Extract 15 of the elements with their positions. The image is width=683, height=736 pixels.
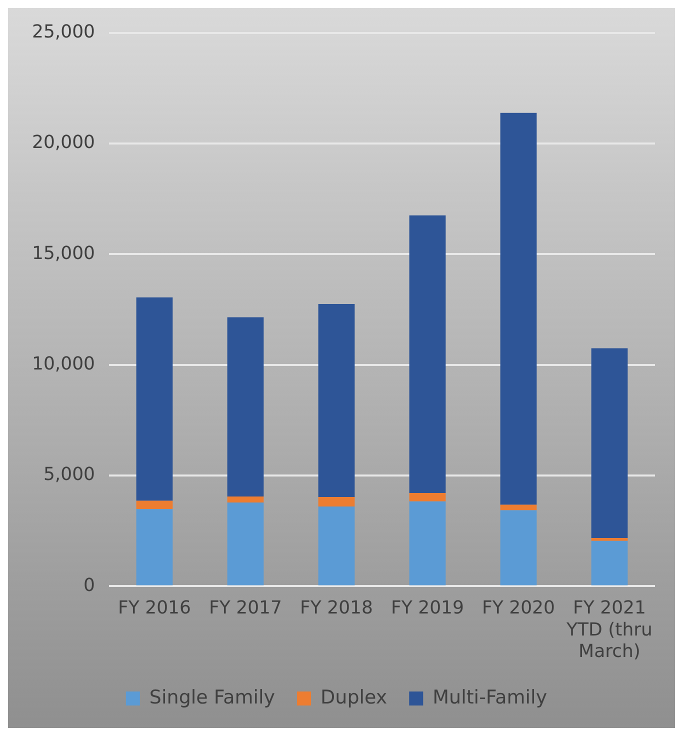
x-tick-label: FY 2018 (300, 598, 373, 619)
y-tick-label: 20,000 (32, 132, 95, 154)
x-tick-label: FY 2017 (209, 598, 282, 619)
y-tick-label: 10,000 (32, 354, 95, 375)
y-tick-label: 0 (84, 574, 95, 596)
x-tick-label: FY 2019 (391, 598, 464, 619)
x-tick-label: FY 2021 YTD (thru March) (566, 598, 652, 662)
x-tick-label: FY 2020 (482, 598, 555, 619)
x-tick-label: FY 2016 (118, 598, 191, 619)
legend-label: Single Family (149, 686, 276, 708)
y-tick-label: 15,000 (32, 242, 95, 264)
y-tick-label: 25,000 (32, 21, 95, 42)
y-tick-label: 5,000 (43, 464, 95, 486)
legend-label: Multi-Family (432, 686, 548, 708)
legend-label: Duplex (320, 686, 388, 708)
